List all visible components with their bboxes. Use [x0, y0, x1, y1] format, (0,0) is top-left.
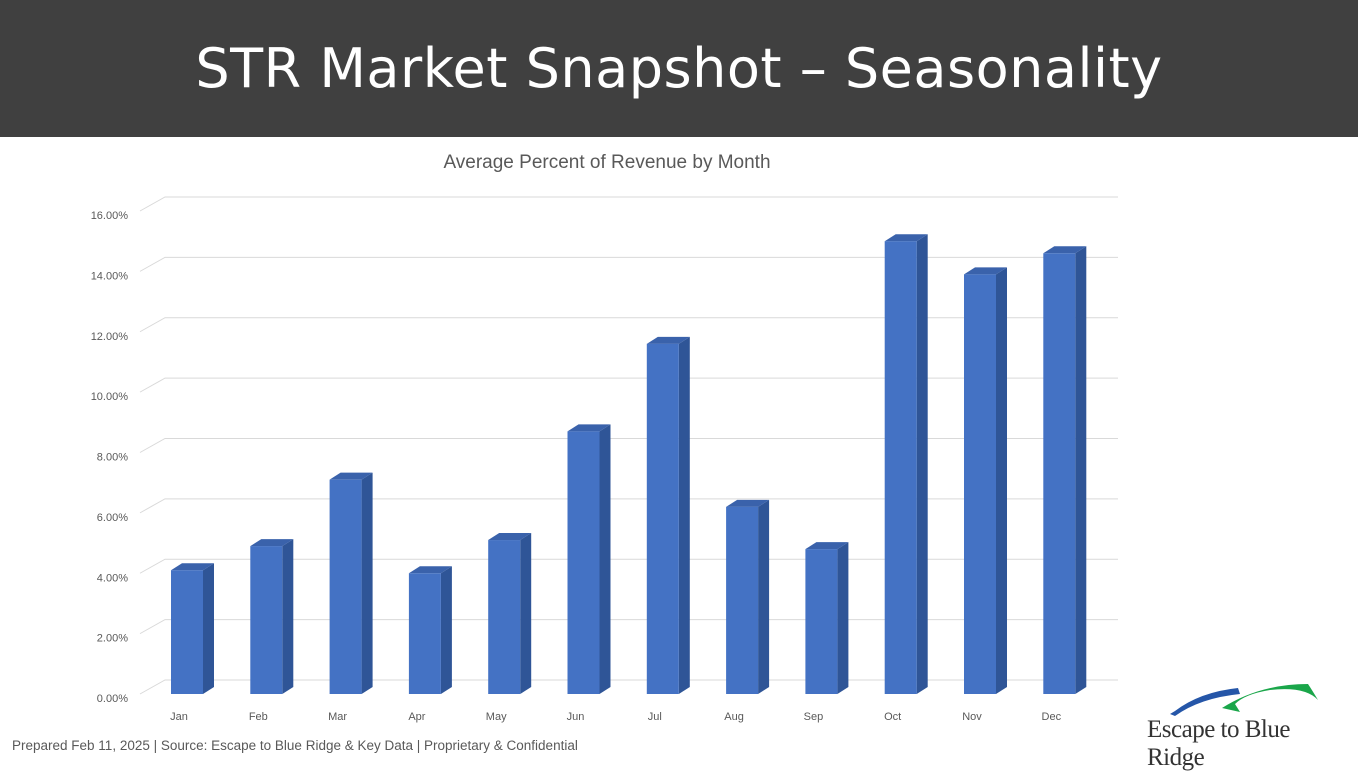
bar-side — [996, 267, 1007, 694]
gridline — [139, 679, 1118, 695]
bar-feb — [250, 546, 283, 694]
y-tick-label: 6.00% — [97, 512, 128, 524]
bar-mar — [329, 479, 362, 694]
bar-nov — [964, 274, 996, 694]
x-tick-label: Jul — [648, 711, 662, 723]
chart-title: Average Percent of Revenue by Month — [443, 152, 770, 173]
bar-side — [599, 424, 611, 694]
bar-top — [884, 234, 928, 242]
bar-aug — [726, 506, 759, 694]
x-tick-label: Jun — [567, 711, 585, 723]
gridline — [139, 438, 1118, 453]
bar-top — [408, 566, 452, 574]
bar-side — [520, 533, 532, 694]
logo-green-arrow-icon — [1222, 684, 1318, 712]
logo-arrows-icon — [1170, 684, 1318, 716]
bar-dec — [1043, 253, 1076, 694]
gridline — [139, 317, 1118, 333]
x-tick-label: Oct — [884, 711, 901, 723]
y-tick-label: 2.00% — [97, 633, 128, 645]
footer-note: Prepared Feb 11, 2025 | Source: Escape t… — [12, 738, 578, 753]
bar-sep — [805, 549, 838, 694]
y-tick-label: 0.00% — [97, 693, 128, 705]
gridline — [139, 196, 1118, 212]
x-tick-label: May — [486, 711, 507, 723]
x-tick-label: Dec — [1042, 711, 1062, 723]
bar-side — [282, 539, 294, 694]
y-tick-label: 8.00% — [97, 452, 128, 464]
bar-oct — [884, 241, 917, 694]
logo-text: Escape to Blue Ridge — [1147, 716, 1290, 771]
bar-side — [440, 566, 452, 694]
slide-title: STR Market Snapshot – Seasonality — [195, 37, 1163, 100]
y-tick-label: 16.00% — [91, 210, 129, 222]
logo-blue-arrow-icon — [1170, 688, 1240, 716]
bar-top — [567, 424, 611, 432]
gridline — [139, 256, 1118, 272]
y-tick-label: 12.00% — [91, 331, 129, 343]
bar-top — [488, 533, 532, 541]
gridline — [139, 558, 1118, 574]
bar-top — [250, 539, 294, 547]
x-tick-label: Aug — [724, 711, 744, 723]
x-tick-label: Apr — [408, 711, 425, 723]
x-tick-label: Nov — [962, 711, 982, 723]
x-tick-label: Jan — [170, 711, 188, 723]
bar-top — [329, 472, 373, 480]
y-tick-label: 10.00% — [91, 391, 129, 403]
bar-side — [1075, 246, 1087, 694]
x-tick-label: Sep — [804, 711, 824, 723]
gridline — [139, 498, 1118, 514]
bar-top — [1043, 246, 1087, 254]
revenue-by-month-chart: Average Percent of Revenue by Month 0.00%… — [91, 152, 1118, 723]
bar-side — [916, 234, 928, 694]
slide-header: STR Market Snapshot – Seasonality — [0, 0, 1358, 137]
bar-side — [837, 542, 849, 694]
bar-top — [646, 336, 690, 344]
bar-jan — [171, 570, 203, 694]
bar-side — [678, 336, 690, 694]
bar-side — [361, 472, 373, 694]
bar-top — [805, 542, 849, 550]
bar-may — [488, 540, 521, 694]
bar-top — [964, 267, 1007, 275]
y-tick-label: 14.00% — [91, 270, 129, 282]
bar-apr — [408, 573, 441, 694]
bar-jun — [567, 431, 600, 694]
bar-jul — [646, 343, 679, 694]
bar-side — [758, 499, 770, 694]
x-tick-label: Mar — [328, 711, 347, 723]
x-tick-label: Feb — [249, 711, 268, 723]
gridline — [139, 377, 1118, 393]
bar-top — [171, 563, 214, 571]
gridline — [139, 619, 1118, 635]
company-logo: Escape to Blue Ridge — [1140, 676, 1350, 771]
bar-side — [203, 563, 214, 694]
y-tick-label: 4.00% — [97, 572, 128, 584]
bar-top — [726, 499, 770, 507]
